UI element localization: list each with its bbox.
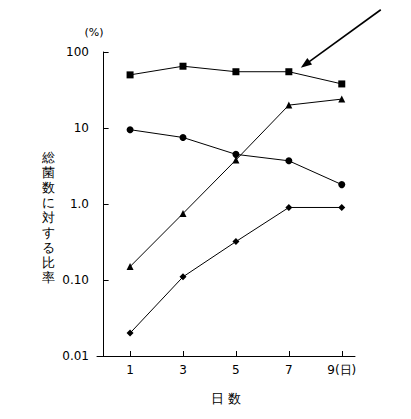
svg-text:る: る	[42, 240, 55, 255]
svg-text:1.0: 1.0	[70, 197, 89, 211]
svg-text:100: 100	[66, 45, 89, 59]
svg-text:率: 率	[42, 270, 55, 285]
svg-text:1: 1	[126, 363, 134, 377]
svg-text:0.01: 0.01	[62, 349, 89, 363]
svg-text:す: す	[42, 225, 55, 240]
svg-text:7: 7	[285, 363, 293, 377]
svg-text:対: 対	[42, 210, 55, 225]
svg-text:比: 比	[42, 255, 55, 270]
svg-text:0.10: 0.10	[62, 273, 89, 287]
svg-text:5: 5	[232, 363, 240, 377]
svg-text:3: 3	[179, 363, 187, 377]
svg-text:日 数: 日 数	[211, 391, 241, 406]
svg-text:9(日): 9(日)	[327, 363, 356, 377]
svg-text:総: 総	[41, 150, 55, 165]
svg-text:菌: 菌	[42, 165, 55, 180]
svg-text:10: 10	[74, 121, 89, 135]
svg-text:に: に	[42, 195, 55, 210]
svg-text:数: 数	[42, 180, 55, 195]
svg-text:(%): (%)	[85, 26, 104, 39]
